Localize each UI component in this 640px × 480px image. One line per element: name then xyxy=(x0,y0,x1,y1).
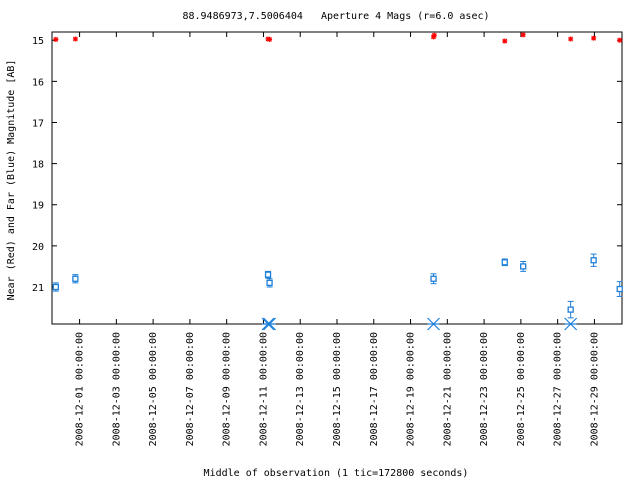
x-tick-label: 2008-12-15 00:00:00 xyxy=(332,332,343,446)
far-magnitude-point xyxy=(430,273,437,285)
far-point-marker xyxy=(567,306,574,313)
far-upper-limit-point xyxy=(564,317,578,331)
y-tick-label: 16 xyxy=(32,77,44,88)
far-point-marker xyxy=(616,285,623,293)
plot-frame xyxy=(51,31,623,325)
y-tick-label: 21 xyxy=(32,283,44,294)
y-tick-label: 18 xyxy=(32,160,44,171)
chart-title: 88.9486973,7.5006404 Aperture 4 Mags (r=… xyxy=(182,11,489,22)
near-point-stroke xyxy=(568,36,574,42)
x-axis-label: Middle of observation (1 tic=172800 seco… xyxy=(204,468,469,479)
y-tick-labels: 15 16 17 18 19 20 21 xyxy=(32,36,44,294)
x-tick-label: 2008-12-21 00:00:00 xyxy=(442,332,453,446)
near-magnitude-point xyxy=(53,36,59,42)
limit-stroke xyxy=(427,317,440,331)
near-magnitude-point xyxy=(591,35,597,41)
data-points xyxy=(52,32,623,331)
x-tick-label: 2008-12-09 00:00:00 xyxy=(222,332,233,446)
far-magnitude-point xyxy=(266,278,273,288)
y-tick-label: 15 xyxy=(32,36,44,47)
far-point-marker xyxy=(501,259,508,266)
far-magnitude-point xyxy=(567,300,574,319)
near-magnitude-point xyxy=(72,36,78,42)
near-magnitude-point xyxy=(568,36,574,42)
far-point-marker xyxy=(430,275,437,282)
x-tick-label: 2008-12-29 00:00:00 xyxy=(589,332,600,446)
far-magnitude-point xyxy=(264,270,272,279)
far-point-marker xyxy=(264,271,272,278)
near-point-stroke xyxy=(267,36,273,42)
near-point-stroke xyxy=(617,37,623,43)
near-magnitude-point xyxy=(267,36,273,42)
far-magnitude-point xyxy=(52,282,59,292)
near-point-stroke xyxy=(72,36,78,42)
x-tick-label: 2008-12-05 00:00:00 xyxy=(148,332,159,446)
near-point-stroke xyxy=(431,32,437,38)
x-tick-label: 2008-12-11 00:00:00 xyxy=(258,332,269,446)
y-tick-label: 20 xyxy=(32,242,44,253)
x-tick-label: 2008-12-19 00:00:00 xyxy=(406,332,417,446)
x-tick-label: 2008-12-23 00:00:00 xyxy=(479,332,490,446)
y-axis-label: Near (Red) and Far (Blue) Magnitude [AB] xyxy=(6,60,17,301)
tick-marks xyxy=(52,32,622,324)
far-magnitude-point xyxy=(72,274,79,284)
far-point-marker xyxy=(590,257,597,264)
far-magnitude-point xyxy=(590,253,597,267)
x-tick-labels: 2008-12-01 00:00:00 2008-12-03 00:00:00 20… xyxy=(75,332,601,446)
limit-stroke xyxy=(263,317,277,331)
x-tick-label: 2008-12-13 00:00:00 xyxy=(295,332,306,446)
far-point-marker xyxy=(72,275,79,282)
near-magnitude-point xyxy=(617,37,623,43)
far-point-marker xyxy=(520,263,527,270)
near-point-stroke xyxy=(591,35,597,41)
x-tick-label: 2008-12-03 00:00:00 xyxy=(111,332,122,446)
y-tick-label: 19 xyxy=(32,201,44,212)
near-magnitude-point xyxy=(520,32,526,38)
x-tick-label: 2008-12-25 00:00:00 xyxy=(516,332,527,446)
far-magnitude-point xyxy=(616,281,623,297)
far-upper-limit-point xyxy=(263,317,277,331)
near-magnitude-point xyxy=(431,32,437,38)
far-magnitude-point xyxy=(520,260,527,272)
near-point-stroke xyxy=(502,38,508,44)
x-tick-label: 2008-12-01 00:00:00 xyxy=(75,332,86,446)
x-tick-label: 2008-12-07 00:00:00 xyxy=(185,332,196,446)
near-point-stroke xyxy=(53,36,59,42)
near-magnitude-point xyxy=(502,38,508,44)
far-point-marker xyxy=(266,279,273,287)
x-tick-label: 2008-12-27 00:00:00 xyxy=(553,332,564,446)
x-tick-label: 2008-12-17 00:00:00 xyxy=(369,332,380,446)
far-upper-limit-point xyxy=(427,317,440,331)
near-point-stroke xyxy=(520,32,526,38)
y-tick-label: 17 xyxy=(32,118,44,129)
limit-stroke xyxy=(564,317,578,331)
far-point-marker xyxy=(52,283,59,291)
far-magnitude-point xyxy=(501,258,508,267)
